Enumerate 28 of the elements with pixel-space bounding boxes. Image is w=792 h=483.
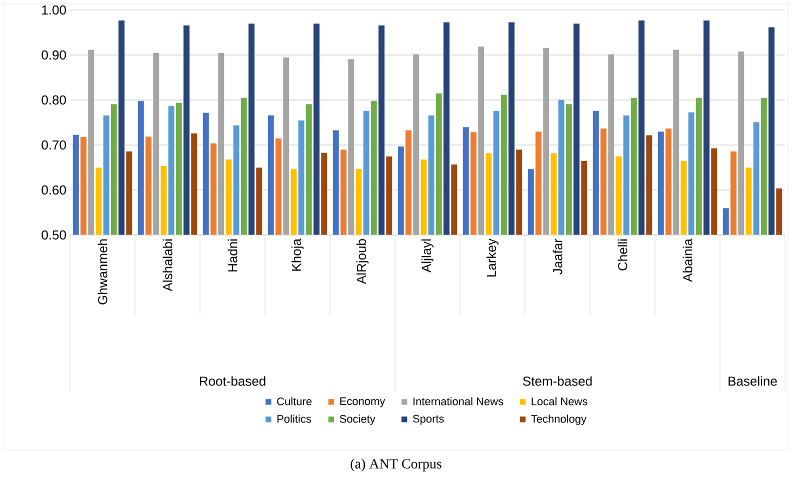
x-tick-label: Ghwanmeh xyxy=(98,239,108,304)
x-tick-label: Chelli xyxy=(618,239,628,270)
legend-label: Economy xyxy=(340,397,386,408)
x-tick-label: Abainia xyxy=(682,238,692,282)
legend-label: Local News xyxy=(532,397,588,406)
y-tick-label: 0.50 xyxy=(42,230,66,240)
legend-label: Politics xyxy=(277,414,311,423)
legend-label: International News xyxy=(414,397,504,406)
x-tick-label: Khoja xyxy=(291,238,304,271)
text: Stem-based xyxy=(523,376,592,386)
text: (a) ANT Corpus xyxy=(350,458,442,472)
legend-label: Sports xyxy=(412,414,444,425)
legend-label: Technology xyxy=(531,414,587,425)
y-tick-label: 0.70 xyxy=(42,140,66,150)
x-tick-label: Aljlayl xyxy=(421,239,434,272)
x-tick-label: Alshalabi xyxy=(162,239,172,292)
text: Root-based xyxy=(200,376,266,386)
y-tick-label: 0.80 xyxy=(42,95,66,105)
legend-label: Culture xyxy=(277,397,312,406)
text: Baseline xyxy=(728,376,777,386)
y-tick-label: 0.90 xyxy=(42,50,66,60)
x-tick-label: Hadni xyxy=(228,239,238,272)
y-tick-label: 1.00 xyxy=(42,5,66,15)
x-tick-label: AlRjoub xyxy=(356,239,369,284)
x-tick-label: Jaafar xyxy=(552,238,562,274)
legend-label: Society xyxy=(340,414,376,425)
y-tick-label: 0.60 xyxy=(42,185,66,195)
x-tick-label: Larkey xyxy=(486,238,499,276)
